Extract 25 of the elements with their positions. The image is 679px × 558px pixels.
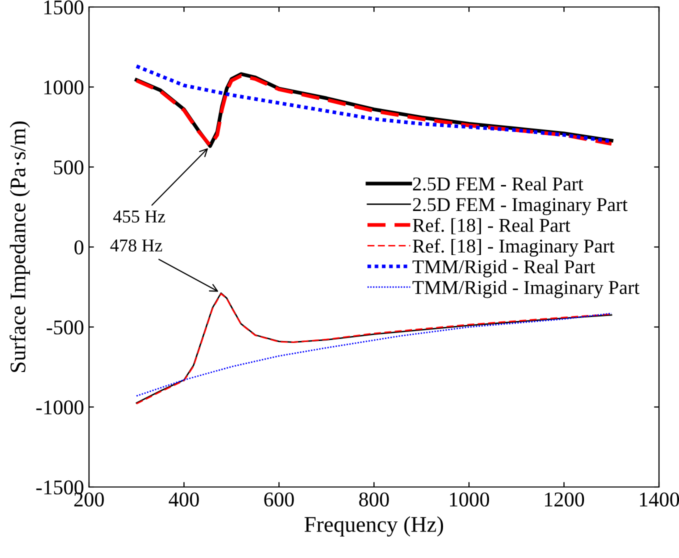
x-tick-label: 1200 xyxy=(545,492,584,507)
x-tick-label: 400 xyxy=(168,492,199,507)
x-tick-label: 200 xyxy=(74,492,104,507)
legend-label: 2.5D FEM - Real Part xyxy=(413,176,584,191)
legend-label: 2.5D FEM - Imaginary Part xyxy=(413,198,628,216)
y-axis-title: Surface Impedance (Pa·s/m) xyxy=(10,121,30,372)
y-tick-label: 1500 xyxy=(44,0,84,14)
annotation: 478 Hz xyxy=(110,239,162,252)
y-tick-label: -500 xyxy=(46,320,84,334)
legend-label: TMM/Rigid - Imaginary Part xyxy=(412,280,640,298)
y-tick-label: 500 xyxy=(54,160,84,174)
y-tick-label: -1500 xyxy=(36,480,84,494)
legend-label: Ref. [18] - Real Part xyxy=(412,218,570,234)
x-axis-title: Frequency (Hz) xyxy=(304,516,444,537)
x-tick-label: 800 xyxy=(359,492,389,507)
x-tick-label: 1000 xyxy=(450,492,490,507)
legend-label: TMM/Rigid - Real Part xyxy=(412,260,596,278)
y-tick-label: 1000 xyxy=(44,80,84,94)
x-tick-label: 600 xyxy=(264,492,294,507)
annotation: 455 Hz xyxy=(113,210,166,223)
y-tick-label: -1000 xyxy=(36,400,84,414)
y-tick-label: 0 xyxy=(74,240,84,254)
x-tick-label: 1400 xyxy=(640,492,679,507)
line-series xyxy=(136,312,612,397)
legend-label: Ref. [18] - Imaginary Part xyxy=(412,238,615,257)
